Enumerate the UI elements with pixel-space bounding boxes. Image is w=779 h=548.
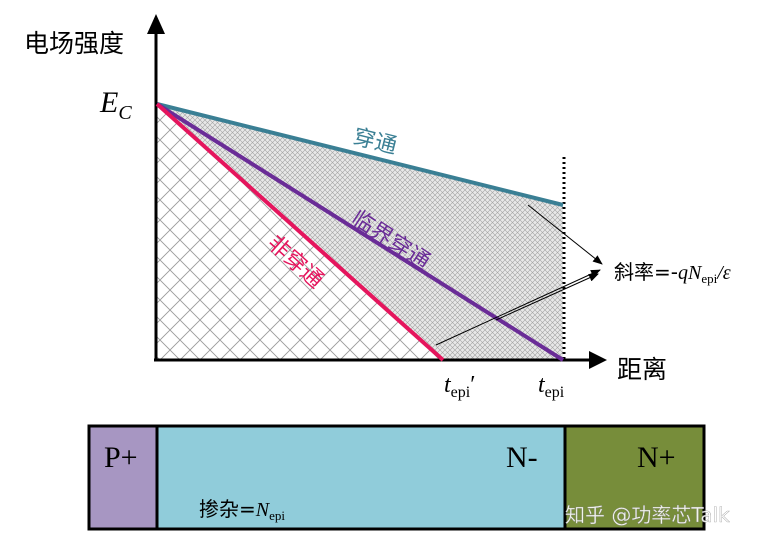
y-axis-arrow	[147, 14, 165, 34]
punch-through-line	[156, 102, 564, 207]
tepi-prime-label: tepi′	[444, 372, 475, 401]
doping-label: 掺杂=Nepi	[199, 497, 285, 523]
x-axis-label: 距离	[617, 355, 667, 384]
y-axis-label: 电场强度	[24, 29, 124, 58]
n-plus-label: N+	[637, 441, 676, 474]
non-punch-through-line	[155, 102, 445, 362]
n-plus-layer	[563, 424, 706, 531]
slope-arrow-non	[435, 269, 601, 346]
n-minus-layer	[155, 424, 567, 531]
slope-arrow-critical	[495, 273, 599, 321]
ec-label: EC	[99, 86, 132, 124]
x-axis-arrow	[589, 351, 607, 369]
n-minus-label: N-	[506, 441, 538, 474]
watermark: 知乎 @功率芯Talk	[565, 503, 730, 527]
slope-label: 斜率=-qNepi/ε	[614, 260, 731, 286]
slope-arrow-punch	[527, 204, 603, 265]
p-plus-label: P+	[104, 441, 138, 474]
tepi-label: tepi	[538, 372, 565, 401]
